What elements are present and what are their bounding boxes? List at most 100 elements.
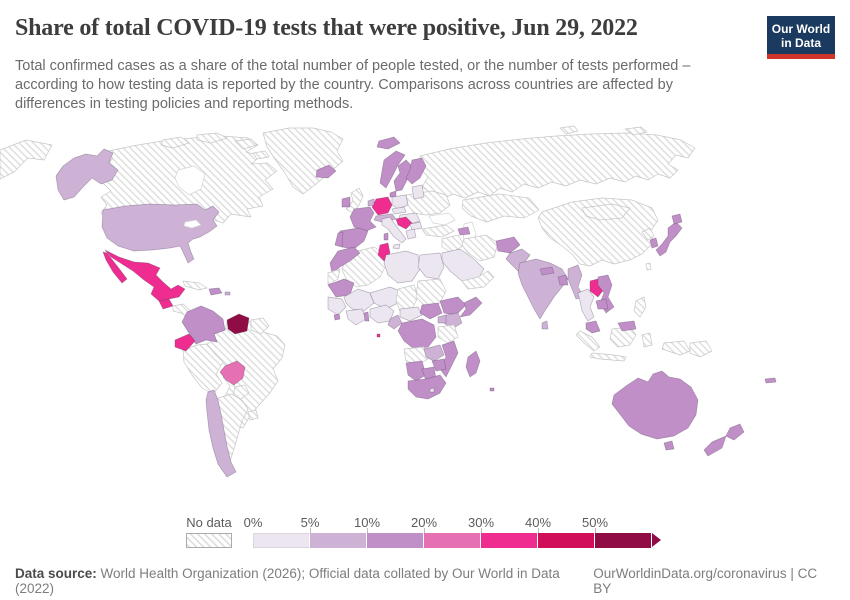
country-ukraine-belarus[interactable] bbox=[405, 190, 451, 216]
country-ivory-coast-ghana[interactable] bbox=[345, 308, 367, 326]
country-puerto-rico[interactable] bbox=[224, 291, 231, 296]
country-zimbabwe[interactable] bbox=[431, 358, 447, 372]
country-sulawesi[interactable] bbox=[641, 332, 653, 348]
country-australia[interactable] bbox=[611, 370, 699, 440]
legend-bin-50%+[interactable] bbox=[595, 533, 652, 548]
country-azerbaijan[interactable] bbox=[457, 226, 471, 236]
country-ecuador[interactable] bbox=[174, 333, 196, 352]
owid-logo[interactable]: Our World in Data bbox=[767, 16, 835, 59]
country-dominican-republic[interactable] bbox=[208, 287, 223, 296]
country-bangladesh[interactable] bbox=[557, 274, 569, 286]
legend-bin-5-10%[interactable] bbox=[310, 533, 367, 548]
country-drc[interactable] bbox=[397, 318, 437, 350]
country-hokkaido[interactable] bbox=[671, 213, 683, 225]
country-philippines[interactable] bbox=[633, 296, 647, 318]
country-cuba[interactable] bbox=[182, 280, 208, 291]
country-south-sudan[interactable] bbox=[419, 302, 443, 320]
country-greece[interactable] bbox=[405, 228, 417, 240]
country-turkey[interactable] bbox=[421, 224, 455, 238]
country-arctic-island[interactable] bbox=[624, 126, 648, 136]
country-sudan[interactable] bbox=[415, 278, 447, 308]
country-greenland[interactable] bbox=[262, 127, 344, 195]
country-kazakhstan-central-asia[interactable] bbox=[461, 193, 540, 223]
country-uganda[interactable] bbox=[437, 314, 447, 324]
legend-bin-0-5%[interactable] bbox=[253, 533, 310, 548]
country-mauritius[interactable] bbox=[489, 387, 495, 392]
country-libya[interactable] bbox=[383, 250, 421, 284]
country-sumatra[interactable] bbox=[575, 330, 601, 352]
country-afghanistan[interactable] bbox=[495, 236, 521, 254]
country-sweden[interactable] bbox=[393, 159, 413, 192]
country-morocco[interactable] bbox=[329, 246, 361, 274]
country-venezuela[interactable] bbox=[226, 313, 250, 335]
country-croatia-serbia[interactable] bbox=[395, 216, 413, 230]
country-uruguay[interactable] bbox=[247, 409, 259, 421]
country-japan[interactable] bbox=[655, 221, 683, 257]
legend-bin-10-20%[interactable] bbox=[367, 533, 424, 548]
country-south-africa[interactable] bbox=[407, 374, 447, 400]
country-somalia[interactable] bbox=[459, 296, 483, 318]
country-sardinia[interactable] bbox=[383, 232, 389, 241]
country-ireland[interactable] bbox=[341, 196, 351, 208]
country-poland[interactable] bbox=[391, 194, 409, 210]
country-sao-tome[interactable] bbox=[376, 333, 381, 338]
country-arctic-island[interactable] bbox=[196, 132, 228, 144]
country-india[interactable] bbox=[517, 258, 569, 320]
country-java[interactable] bbox=[589, 352, 627, 362]
country-sri-lanka[interactable] bbox=[541, 320, 549, 330]
country-western-sahara[interactable] bbox=[327, 268, 341, 286]
country-papua-new-guinea[interactable] bbox=[689, 340, 713, 358]
country-togo-benin[interactable] bbox=[363, 311, 370, 322]
country-colombia[interactable] bbox=[181, 305, 226, 345]
country-namibia[interactable] bbox=[405, 360, 427, 382]
country-central-african-republic[interactable] bbox=[399, 306, 423, 322]
country-new-zealand-north[interactable] bbox=[725, 423, 745, 441]
country-peru[interactable] bbox=[182, 343, 224, 395]
country-malaysia-borneo[interactable] bbox=[617, 320, 637, 332]
country-nepal[interactable] bbox=[539, 266, 555, 276]
country-sierra-leone[interactable] bbox=[333, 313, 341, 321]
country-arctic-island[interactable] bbox=[252, 150, 270, 160]
country-mali[interactable] bbox=[343, 288, 375, 312]
country-czech-slovakia[interactable] bbox=[391, 206, 407, 215]
legend-bin-20-30%[interactable] bbox=[424, 533, 481, 548]
country-iran[interactable] bbox=[461, 234, 499, 262]
country-guyanas[interactable] bbox=[250, 317, 270, 335]
country-egypt[interactable] bbox=[417, 252, 445, 280]
country-thailand[interactable] bbox=[577, 288, 595, 322]
country-north-korea[interactable] bbox=[641, 227, 655, 241]
country-tasmania[interactable] bbox=[663, 440, 675, 451]
country-mauritania[interactable] bbox=[327, 278, 355, 298]
legend-no-data-swatch[interactable] bbox=[186, 533, 232, 548]
country-madagascar[interactable] bbox=[465, 350, 481, 378]
country-svalbard[interactable] bbox=[376, 136, 401, 150]
country-arctic-island[interactable] bbox=[234, 138, 258, 150]
country-mexico[interactable] bbox=[104, 249, 186, 302]
country-arctic-island[interactable] bbox=[160, 136, 190, 149]
legend-bin-30-40%[interactable] bbox=[481, 533, 538, 548]
country-paraguay[interactable] bbox=[232, 384, 250, 400]
country-lesotho[interactable] bbox=[429, 387, 435, 393]
country-benelux[interactable] bbox=[367, 198, 375, 207]
country-chukotka[interactable] bbox=[0, 139, 53, 180]
country-finland[interactable] bbox=[405, 157, 427, 185]
country-sicily[interactable] bbox=[392, 243, 401, 250]
country-norway[interactable] bbox=[379, 150, 406, 189]
country-italy[interactable] bbox=[381, 216, 407, 244]
country-syria-iraq[interactable] bbox=[441, 234, 465, 254]
country-angola[interactable] bbox=[403, 346, 429, 366]
country-new-zealand-south[interactable] bbox=[703, 435, 727, 457]
country-usa[interactable] bbox=[101, 203, 220, 264]
country-yemen-oman[interactable] bbox=[461, 270, 495, 290]
country-portugal[interactable] bbox=[334, 231, 344, 248]
country-denmark[interactable] bbox=[389, 190, 397, 198]
country-bolivia[interactable] bbox=[219, 360, 246, 386]
country-mongolia[interactable] bbox=[581, 203, 631, 221]
country-germany[interactable] bbox=[371, 196, 393, 216]
country-baja-california[interactable] bbox=[102, 251, 128, 284]
country-cameroon[interactable] bbox=[387, 314, 403, 330]
country-taiwan[interactable] bbox=[645, 262, 652, 271]
country-iceland[interactable] bbox=[315, 164, 337, 179]
owid-url-link[interactable]: OurWorldinData.org/coronavirus | CC BY bbox=[593, 566, 818, 596]
country-baltics[interactable] bbox=[411, 184, 425, 200]
